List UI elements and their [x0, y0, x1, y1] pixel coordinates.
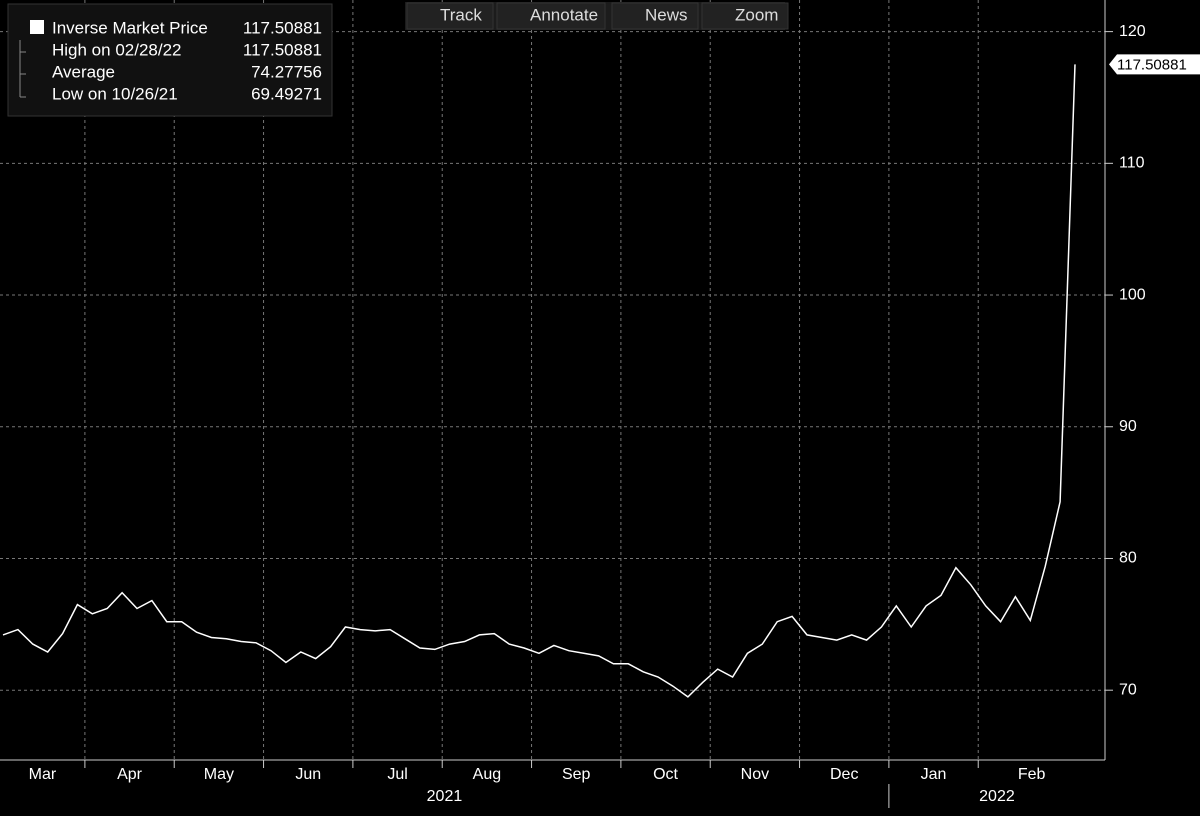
x-tick-label: Dec	[830, 766, 858, 783]
last-value-tag	[1109, 54, 1200, 75]
last-value-label: 117.50881	[1117, 56, 1187, 73]
toolbar-button[interactable]	[406, 2, 494, 30]
x-tick-label: Oct	[653, 766, 678, 783]
legend-value: 117.50881	[243, 18, 322, 37]
toolbar-label[interactable]: News	[645, 5, 688, 24]
toolbar-label[interactable]: Annotate	[530, 5, 598, 24]
toolbar-button[interactable]	[701, 2, 789, 30]
x-tick-label: Jun	[295, 766, 321, 783]
y-tick-label: 110	[1119, 155, 1145, 172]
legend-label: Inverse Market Price	[52, 18, 208, 37]
legend-value: 74.27756	[251, 62, 322, 81]
legend-label: High on 02/28/22	[52, 40, 182, 59]
x-tick-label: May	[204, 766, 234, 783]
legend-label: Average	[52, 62, 115, 81]
toolbar-label[interactable]: Track	[440, 5, 482, 24]
toolbar-label[interactable]: Zoom	[735, 5, 778, 24]
year-label: 2021	[427, 788, 463, 805]
x-tick-label: Sep	[562, 766, 591, 783]
legend-tree	[19, 40, 26, 98]
legend-box	[7, 3, 333, 117]
y-tick-label: 100	[1119, 286, 1146, 303]
y-tick-label: 120	[1119, 23, 1146, 40]
x-tick-label: Jan	[921, 766, 947, 783]
x-tick-label: Nov	[741, 766, 769, 783]
legend-value: 117.50881	[243, 40, 322, 59]
legend-value: 69.49271	[251, 84, 322, 103]
legend-label: Low on 10/26/21	[52, 84, 178, 103]
toolbar-button[interactable]	[611, 2, 699, 30]
price-line	[2, 64, 1076, 698]
x-tick-label: Apr	[117, 766, 143, 783]
y-tick-label: 90	[1119, 418, 1137, 435]
x-tick-label: Jul	[387, 766, 407, 783]
x-tick-label: Aug	[473, 766, 501, 783]
legend-swatch	[30, 20, 44, 34]
x-tick-label: Mar	[29, 766, 57, 783]
x-tick-label: Feb	[1018, 766, 1046, 783]
year-label: 2022	[979, 788, 1015, 805]
y-tick-label: 70	[1119, 681, 1137, 698]
y-tick-label: 80	[1119, 550, 1137, 567]
toolbar-button[interactable]	[496, 2, 606, 30]
